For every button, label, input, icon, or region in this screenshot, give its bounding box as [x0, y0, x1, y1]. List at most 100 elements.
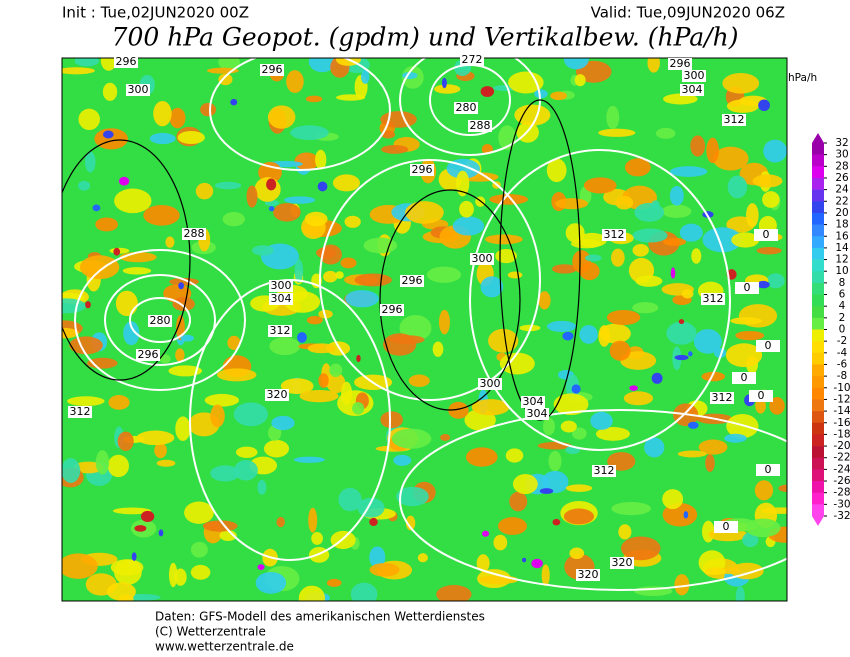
colorbar-swatch: [812, 352, 824, 365]
field-patch: [306, 315, 323, 325]
field-patch: [114, 188, 152, 214]
field-patch: [67, 396, 105, 407]
field-patch: [252, 245, 274, 256]
contour-label: 300: [480, 377, 501, 390]
field-patch: [762, 191, 780, 208]
field-patch: [286, 70, 304, 93]
field-patch: [505, 448, 524, 463]
field-patch: [316, 247, 337, 259]
field-patch: [369, 546, 386, 569]
field-patch: [311, 531, 323, 545]
field-patch: [690, 135, 706, 157]
field-patch: [159, 354, 171, 364]
field-patch: [620, 536, 661, 561]
contour-label-box: [114, 56, 138, 68]
field-patch: [769, 397, 785, 415]
field-patch: [778, 484, 787, 492]
field-patch: [618, 524, 632, 540]
field-patch: [507, 271, 523, 279]
field-patch: [752, 174, 783, 188]
colorbar-swatch: [812, 446, 824, 459]
field-patch: [541, 564, 550, 587]
colorbar-label: -16: [833, 417, 850, 429]
field-patch: [548, 450, 562, 472]
field-patch: [85, 301, 91, 309]
field-patch: [722, 72, 760, 94]
field-patch: [117, 431, 134, 451]
colorbar: 32302826242220181614121086420-2-4-6-8-10…: [812, 133, 850, 526]
colorbar-label: -12: [833, 393, 850, 405]
field-patch: [341, 381, 353, 405]
field-patch: [297, 332, 307, 343]
field-patch: [381, 144, 409, 154]
field-patch: [609, 340, 631, 361]
field-patch: [118, 176, 130, 186]
field-patch: [495, 248, 517, 264]
field-patch: [79, 255, 120, 280]
field-patch: [219, 530, 237, 541]
colorbar-label: 24: [835, 184, 849, 196]
colorbar-label: -32: [833, 510, 850, 522]
field-patch: [78, 180, 91, 191]
geopotential-contour: [74, 249, 246, 391]
field-patch: [308, 58, 336, 73]
field-patch: [110, 559, 144, 576]
contour-label-box: [525, 408, 549, 420]
field-patch: [512, 474, 538, 495]
field-patch: [670, 267, 676, 279]
colorbar-swatch: [812, 189, 824, 202]
contour-label: 312: [712, 391, 733, 404]
field-patch: [579, 325, 598, 344]
field-patch: [184, 501, 214, 524]
field-patch: [335, 271, 344, 279]
field-patch: [204, 393, 240, 407]
field-patch: [756, 246, 782, 255]
field-patch: [712, 146, 749, 171]
field-patch: [363, 237, 398, 254]
field-patch: [318, 373, 329, 388]
field-patch: [74, 58, 100, 67]
field-patch: [218, 73, 233, 86]
field-patch: [112, 507, 152, 515]
field-patch: [499, 352, 535, 375]
field-patch: [276, 516, 285, 528]
contour-label-box: [735, 282, 759, 294]
field-patch: [623, 391, 654, 406]
field-patch: [340, 257, 357, 269]
contour-label: 300: [472, 252, 493, 265]
field-patch: [417, 553, 428, 563]
field-patch: [123, 321, 140, 346]
contour-label: 312: [594, 464, 615, 477]
field-patch: [693, 329, 722, 354]
field-patch: [326, 372, 346, 394]
field-patch: [571, 384, 581, 394]
field-patch: [565, 484, 593, 492]
field-patch: [214, 181, 242, 190]
field-patch: [514, 104, 551, 126]
colorbar-arrow: [812, 516, 824, 526]
field-patch: [263, 439, 290, 458]
contour-label-box: [682, 70, 706, 82]
field-patch: [599, 323, 631, 344]
colorbar-label: 4: [839, 300, 846, 312]
geopotential-contour: [319, 159, 541, 401]
field-patch: [169, 107, 186, 129]
field-patch: [663, 237, 687, 246]
field-patch: [118, 594, 134, 601]
field-patch: [758, 99, 770, 112]
contour-label-box: [260, 64, 284, 76]
field-patch: [266, 178, 277, 191]
field-patch: [452, 216, 485, 236]
field-patch: [92, 204, 101, 212]
field-patch: [538, 291, 551, 310]
contour-label-box: [756, 340, 780, 352]
field-patch: [360, 70, 370, 84]
colorbar-label: 28: [835, 160, 848, 172]
field-patch: [352, 402, 365, 415]
contour-label: 296: [670, 57, 691, 70]
colorbar-swatch: [812, 224, 824, 237]
field-patch: [153, 100, 172, 127]
field-patch: [168, 562, 178, 588]
contour-label-box: [592, 465, 616, 477]
contour-label: 288: [184, 227, 205, 240]
